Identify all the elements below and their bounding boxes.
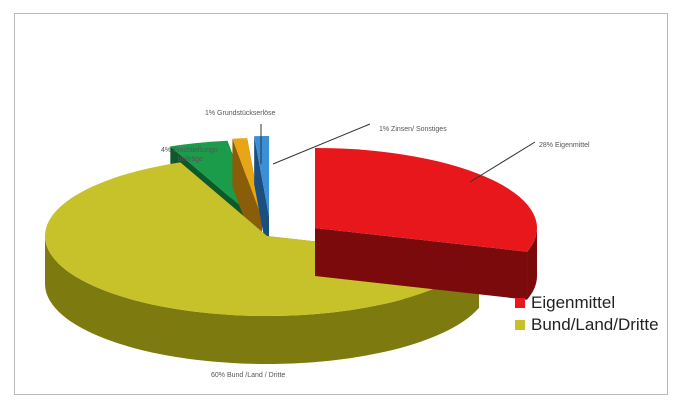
label-grundstueckserloese: 1% Grundstückserlöse <box>205 110 276 117</box>
slice-grundstueckserloese <box>232 138 262 218</box>
leader-eigenmittel <box>469 141 536 183</box>
legend-item-eigenmittel: Eigenmittel <box>515 292 659 314</box>
slice-eigenmittel-side <box>527 228 537 300</box>
label-eigenmittel: 28% Eigenmittel <box>539 142 590 149</box>
label-bund-land-dritte: 60% Bund /Land / Dritte <box>211 372 286 379</box>
slice-zinsen-sonstiges <box>254 136 269 216</box>
label-erschliessungsbeitraege: 4% Erschließungs- beiträge <box>161 146 220 163</box>
legend-swatch-eigenmittel <box>515 298 525 308</box>
chart-frame: 1% Grundstückserlöse 1% Zinsen/ Sonstige… <box>14 13 668 395</box>
legend-label-bund-land-dritte: Bund/Land/Dritte <box>531 315 659 334</box>
legend-item-bund-land-dritte: Bund/Land/Dritte <box>515 314 659 336</box>
label-zinsen-sonstiges: 1% Zinsen/ Sonstiges <box>379 126 447 133</box>
legend: Eigenmittel Bund/Land/Dritte <box>515 292 659 336</box>
slice-eigenmittel-wall-end <box>315 228 528 300</box>
slice-bund-land-dritte-side <box>45 236 480 365</box>
leader-zinsen-sonstiges <box>272 123 371 165</box>
slice-zinsen-sonstiges-wall-start <box>254 136 269 264</box>
legend-swatch-bund-land-dritte <box>515 320 525 330</box>
slice-erschliessungsbeitraege <box>170 140 257 220</box>
slice-eigenmittel <box>315 148 538 252</box>
pie-chart <box>44 123 538 365</box>
legend-label-eigenmittel: Eigenmittel <box>531 293 616 312</box>
